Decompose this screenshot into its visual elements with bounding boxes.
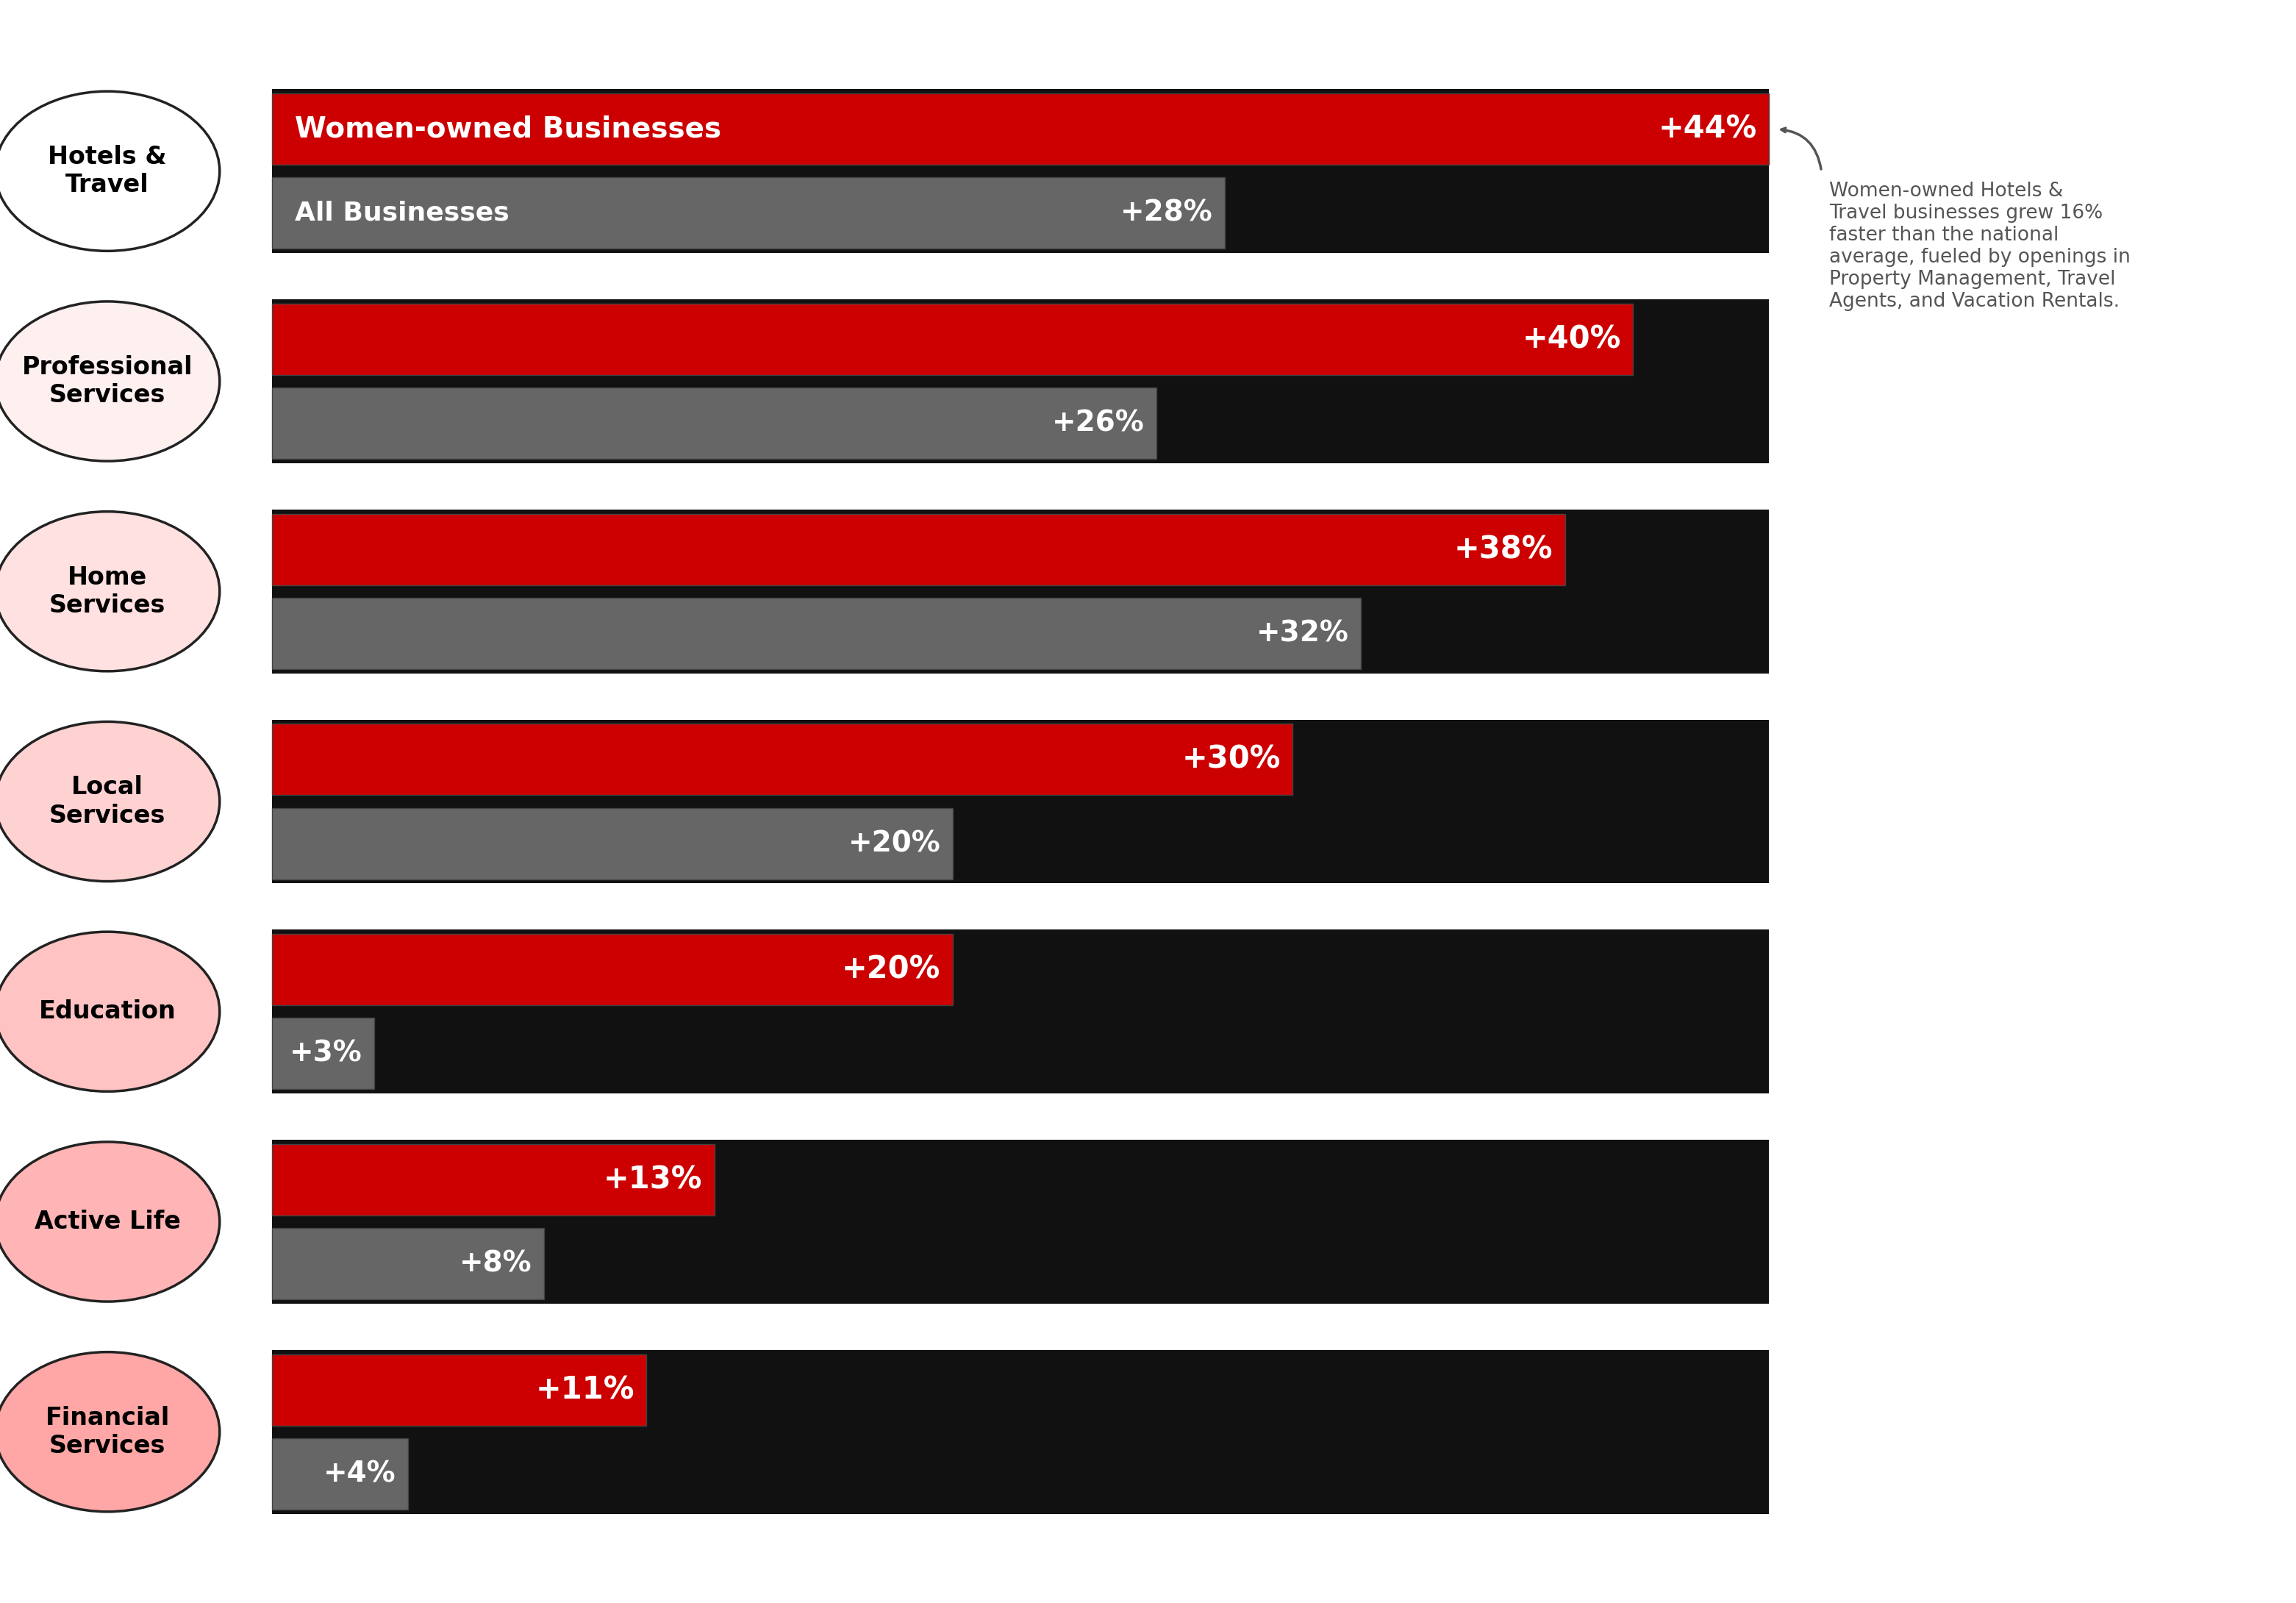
- Text: +32%: +32%: [1256, 619, 1348, 648]
- Bar: [271, 513, 1566, 585]
- Text: +20%: +20%: [847, 829, 941, 858]
- Bar: [271, 1145, 714, 1215]
- Text: Home
Services: Home Services: [48, 566, 165, 617]
- Text: +20%: +20%: [843, 954, 941, 984]
- Bar: [271, 930, 1768, 1093]
- Text: +8%: +8%: [459, 1250, 533, 1278]
- Text: Women-owned Businesses: Women-owned Businesses: [294, 115, 721, 143]
- Text: +3%: +3%: [289, 1040, 363, 1068]
- Ellipse shape: [0, 91, 220, 252]
- Bar: [271, 720, 1768, 883]
- Ellipse shape: [0, 721, 220, 882]
- Text: +38%: +38%: [1453, 534, 1552, 564]
- Text: Active Life: Active Life: [34, 1210, 181, 1234]
- Ellipse shape: [0, 931, 220, 1092]
- Bar: [271, 303, 1632, 375]
- Text: Local
Services: Local Services: [48, 776, 165, 827]
- Text: +44%: +44%: [1658, 114, 1756, 144]
- Bar: [271, 935, 953, 1005]
- Bar: [271, 725, 1293, 795]
- Ellipse shape: [0, 1351, 220, 1512]
- Text: +40%: +40%: [1522, 324, 1621, 354]
- Ellipse shape: [0, 301, 220, 462]
- Bar: [271, 93, 1768, 165]
- Bar: [271, 1018, 374, 1090]
- Bar: [271, 178, 1224, 248]
- Bar: [271, 598, 1362, 668]
- Text: +13%: +13%: [604, 1164, 703, 1196]
- Bar: [271, 808, 953, 878]
- Text: Women-owned Hotels &
Travel businesses grew 16%
faster than the national
average: Women-owned Hotels & Travel businesses g…: [1830, 181, 2131, 311]
- Bar: [271, 510, 1768, 673]
- Text: Professional
Services: Professional Services: [23, 356, 193, 407]
- Text: All Businesses: All Businesses: [294, 200, 510, 226]
- Bar: [271, 90, 1768, 253]
- Bar: [271, 1350, 1768, 1513]
- Text: +11%: +11%: [535, 1374, 634, 1406]
- Text: Education: Education: [39, 1000, 177, 1024]
- Bar: [271, 388, 1157, 458]
- Bar: [271, 300, 1768, 463]
- Bar: [271, 1140, 1768, 1303]
- Text: Financial
Services: Financial Services: [46, 1406, 170, 1459]
- Text: +30%: +30%: [1182, 744, 1281, 774]
- Text: +4%: +4%: [324, 1460, 397, 1488]
- Text: +28%: +28%: [1120, 199, 1212, 228]
- Ellipse shape: [0, 1141, 220, 1302]
- Bar: [271, 1355, 645, 1425]
- Text: Hotels &
Travel: Hotels & Travel: [48, 144, 168, 197]
- Bar: [271, 1228, 544, 1300]
- Bar: [271, 1438, 409, 1510]
- Ellipse shape: [0, 511, 220, 672]
- Text: +26%: +26%: [1052, 409, 1146, 438]
